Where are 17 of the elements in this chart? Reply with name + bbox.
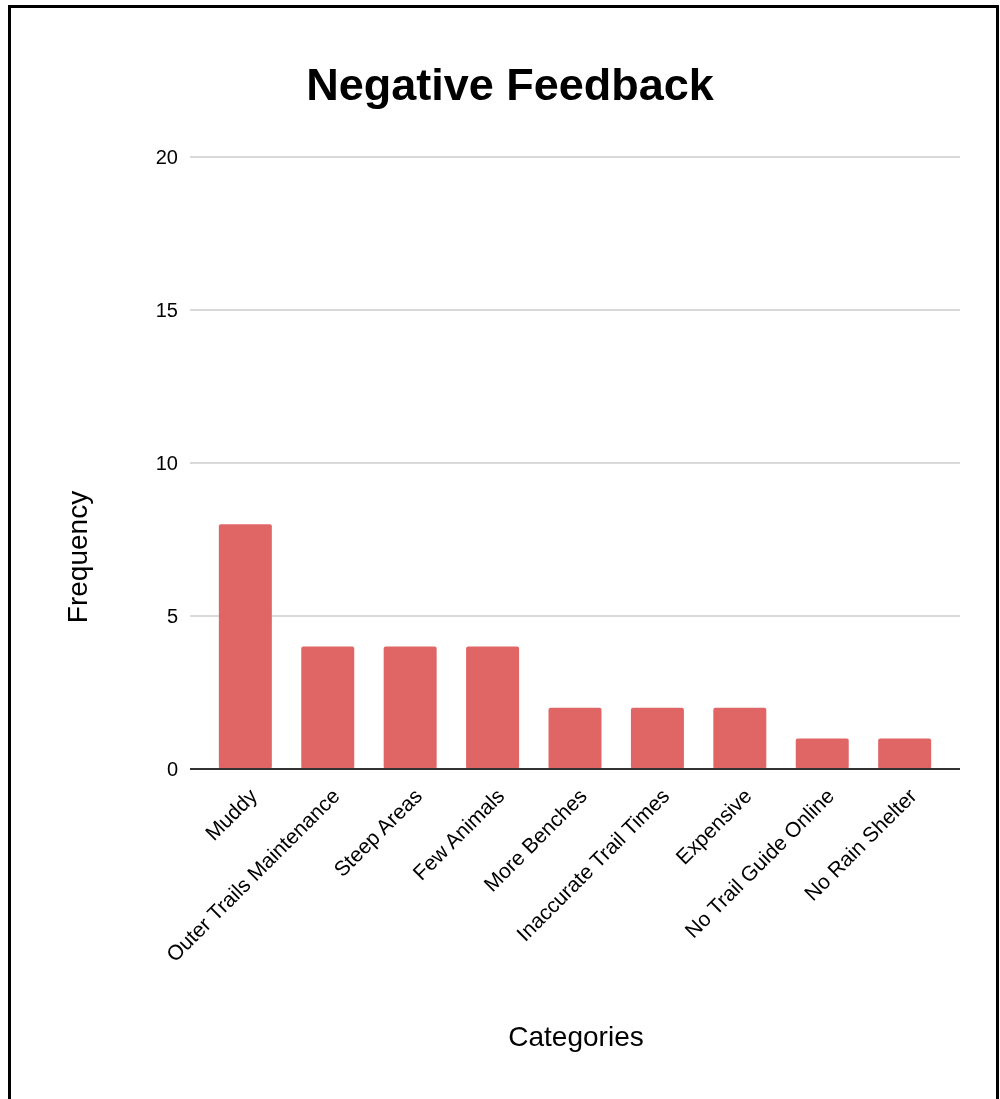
y-tick-label: 0 — [166, 758, 178, 780]
bar — [466, 646, 520, 769]
y-tick-label: 5 — [166, 605, 178, 627]
chart-title: Negative Feedback — [306, 59, 715, 110]
bar — [630, 707, 684, 769]
y-tick-label: 10 — [155, 452, 178, 474]
y-tick-label: 15 — [155, 299, 178, 321]
bar — [218, 524, 272, 769]
y-axis-title: Frequency — [62, 490, 93, 624]
bar — [548, 707, 602, 769]
bar — [301, 646, 355, 769]
bar — [383, 646, 437, 769]
bar — [795, 738, 849, 769]
y-tick-label: 20 — [155, 146, 178, 168]
x-axis-title: Categories — [508, 1021, 644, 1052]
bar — [878, 738, 932, 769]
bar — [713, 707, 767, 769]
